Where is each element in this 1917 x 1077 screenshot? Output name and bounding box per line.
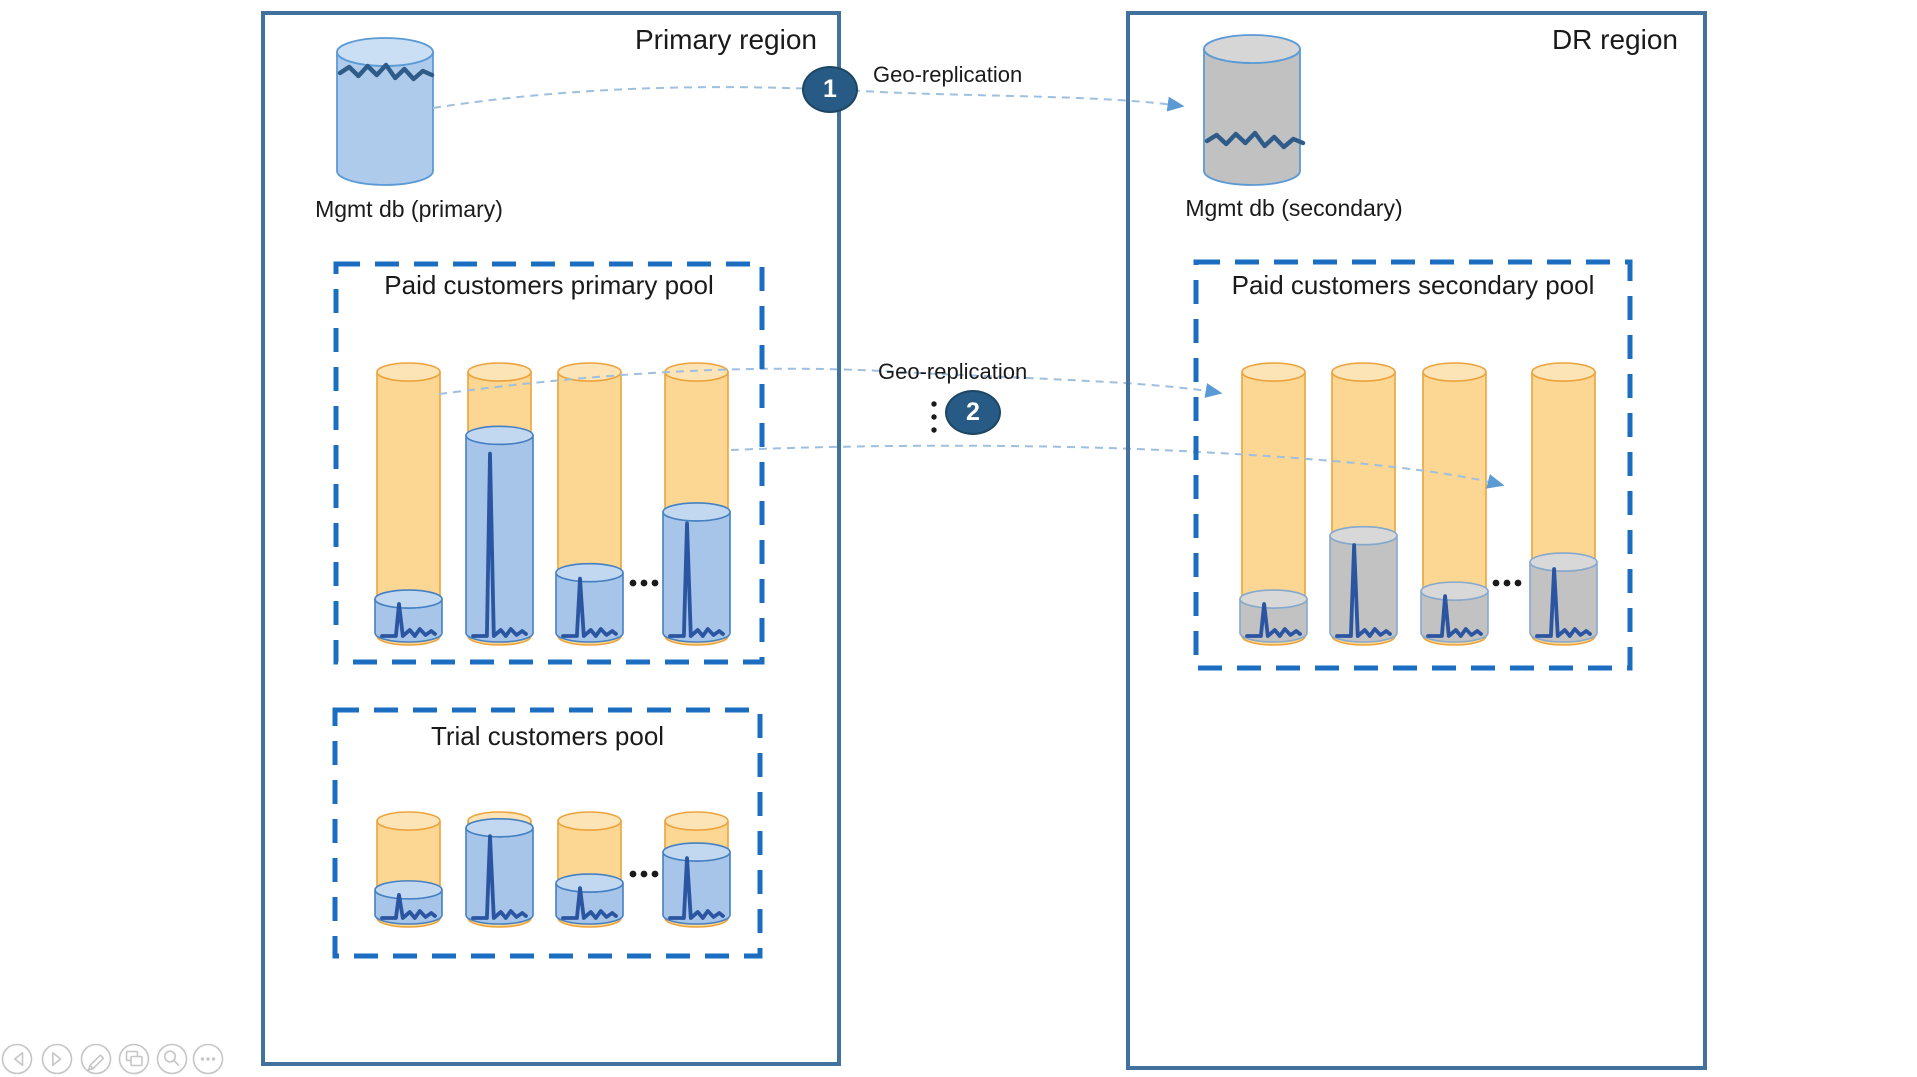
mgmt-db-primary-cylinder: [336, 37, 435, 186]
db-fill-cylinder: [1529, 552, 1598, 643]
db-activity-sparkline: [380, 602, 437, 638]
paid-secondary-pool-databases: [1239, 362, 1598, 646]
previous-slide-button[interactable]: [1, 1043, 33, 1075]
db-activity-sparkline: [471, 834, 528, 920]
db-activity-squiggle: [337, 62, 435, 82]
geo-replication-1-connector: [432, 86, 1185, 112]
next-slide-button[interactable]: [41, 1043, 73, 1075]
primary-region-box: [261, 11, 841, 1066]
dr-region-box: [1126, 11, 1707, 1070]
database-cylinder: [374, 362, 443, 646]
magnifier-handle: [173, 1059, 180, 1066]
next-arrow-icon: [52, 1052, 62, 1066]
trial-pool-title: Trial customers pool: [430, 721, 665, 751]
db-fill-cylinder: [662, 842, 731, 925]
geo-replication-2-label: Geo-replication: [878, 359, 1028, 384]
more-databases-ellipsis-primary: [629, 579, 659, 587]
step-1-badge: 1: [802, 66, 858, 113]
db-capacity-cylinder: [1422, 362, 1487, 646]
database-cylinder: [662, 811, 731, 928]
db-activity-sparkline: [1335, 543, 1392, 638]
presenter-toolbar: [1, 1043, 224, 1075]
db-fill-cylinder: [465, 817, 534, 925]
db-capacity-cylinder: [376, 362, 441, 646]
more-dots-icon: [200, 1057, 216, 1061]
magnifier-icon: [163, 1050, 177, 1063]
paid-primary-pool-title: Paid customers primary pool: [384, 270, 714, 300]
paid-primary-pool-databases: [374, 362, 731, 646]
db-activity-sparkline: [1535, 567, 1592, 638]
mgmt-db-shape: [1203, 34, 1301, 186]
db-fill-cylinder: [555, 562, 624, 643]
db-fill-cylinder: [1420, 581, 1489, 643]
database-cylinder: [555, 362, 624, 646]
db-activity-sparkline: [1426, 594, 1483, 638]
db-fill-cylinder: [465, 425, 534, 643]
database-cylinder: [662, 362, 731, 646]
db-activity-sparkline: [561, 886, 618, 920]
db-fill-cylinder: [1329, 525, 1398, 643]
paid-secondary-pool-box: [1193, 259, 1633, 671]
db-activity-sparkline: [561, 576, 618, 638]
pen-tools-button[interactable]: [80, 1043, 112, 1075]
db-activity-sparkline: [668, 521, 725, 638]
database-cylinder: [555, 811, 624, 928]
db-fill-cylinder: [1239, 589, 1308, 643]
database-cylinder: [1329, 362, 1398, 646]
db-activity-sparkline: [668, 856, 725, 920]
db-fill-cylinder: [555, 873, 624, 925]
database-cylinder: [1239, 362, 1308, 646]
database-cylinder: [374, 811, 443, 928]
database-cylinder: [465, 811, 534, 928]
pen-icon: [87, 1054, 105, 1071]
database-cylinder: [465, 362, 534, 646]
db-activity-sparkline: [380, 893, 437, 920]
trial-pool-box: [332, 707, 763, 959]
database-cylinder: [1420, 362, 1489, 646]
previous-arrow-icon: [14, 1052, 24, 1066]
primary-region-title: Primary region: [634, 24, 817, 55]
geo-replication-2-connector-b: [730, 444, 1505, 489]
slides-icon-front: [130, 1055, 143, 1067]
more-databases-ellipsis-trial: [629, 870, 659, 878]
mgmt-db-primary-label: Mgmt db (primary): [315, 196, 503, 222]
db-fill-cylinder: [374, 589, 443, 643]
paid-primary-pool-box: [333, 261, 765, 665]
more-databases-ellipsis-secondary: [1492, 579, 1522, 587]
vertical-ellipsis-icon: [931, 401, 937, 433]
mgmt-db-shape: [336, 37, 434, 186]
mgmt-db-secondary-cylinder: [1203, 34, 1306, 186]
zoom-button[interactable]: [156, 1043, 188, 1075]
db-activity-sparkline: [1245, 602, 1302, 638]
paid-secondary-pool-title: Paid customers secondary pool: [1231, 270, 1595, 300]
geo-replication-2-connector-a: [438, 367, 1223, 398]
mgmt-db-secondary-label: Mgmt db (secondary): [1185, 195, 1403, 221]
dr-region-title: DR region: [1551, 24, 1678, 55]
db-fill-cylinder: [662, 502, 731, 643]
geo-replication-1-label: Geo-replication: [873, 62, 1023, 87]
database-cylinder: [1529, 362, 1598, 646]
trial-pool-databases: [374, 811, 731, 928]
more-options-button[interactable]: [192, 1043, 224, 1075]
slide-navigator-button[interactable]: [118, 1043, 150, 1075]
step-2-badge: 2: [945, 390, 1001, 435]
db-activity-sparkline: [471, 451, 528, 638]
db-activity-squiggle: [1204, 130, 1306, 150]
